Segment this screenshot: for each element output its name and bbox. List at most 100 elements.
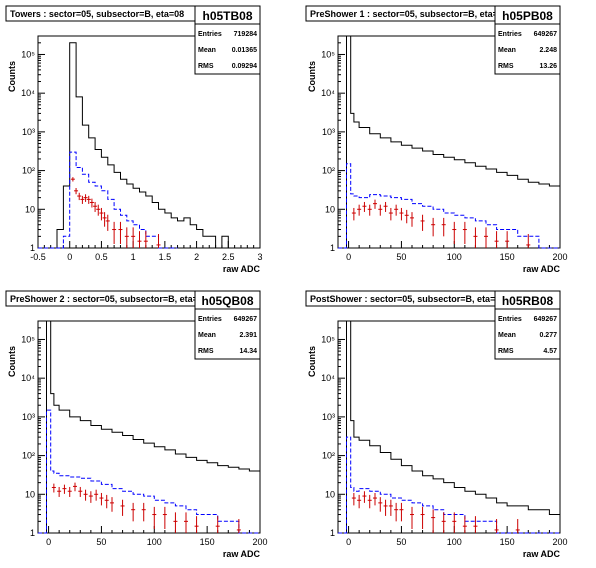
stats-label: RMS [198, 63, 214, 70]
y-tick-label: 10³ [322, 127, 335, 137]
x-tick-label: 0.5 [95, 252, 108, 262]
y-tick-label: 10 [325, 204, 335, 214]
y-axis-label: Counts [7, 61, 17, 92]
stats-label: Entries [498, 316, 522, 323]
y-tick-label: 1 [30, 528, 35, 538]
x-tick-label: 1 [131, 252, 136, 262]
y-tick-label: 10² [322, 166, 335, 176]
stats-value: 13.26 [539, 63, 557, 70]
plot-frame [37, 320, 261, 534]
dashed-histogram-line [38, 409, 260, 534]
histogram-title: PostShower : sector=05, subsector=B, eta… [310, 294, 505, 304]
y-tick-label: 10⁴ [21, 373, 35, 383]
x-tick-label: 100 [447, 252, 462, 262]
stats-box [494, 23, 561, 75]
y-axis-label: Counts [7, 346, 17, 377]
histogram-name: h05QB08 [201, 294, 253, 308]
solid-histogram-line [338, 35, 560, 249]
x-tick-label: 50 [396, 537, 406, 547]
y-tick-label: 1 [30, 243, 35, 253]
x-tick-label: -0.5 [30, 252, 46, 262]
x-tick-label: 150 [500, 537, 515, 547]
dashed-histogram-line [38, 151, 178, 249]
x-tick-label: 0 [46, 537, 51, 547]
stats-value: 649267 [534, 31, 557, 38]
histogram-panel: 0 50 100 150 200 1 10 10² 10³ 10⁴ 10⁵ PostShower : … [305, 290, 568, 559]
stats-value: 0.01365 [232, 47, 257, 54]
stats-label: Mean [498, 47, 516, 54]
histogram-name: h05TB08 [202, 9, 252, 23]
x-tick-label: 50 [396, 252, 406, 262]
y-tick-label: 10 [325, 489, 335, 499]
y-tick-label: 10³ [22, 412, 35, 422]
x-tick-label: 150 [200, 537, 215, 547]
y-axis-label: Counts [307, 61, 317, 92]
stats-label: RMS [498, 348, 514, 355]
dashed-histogram-line [338, 163, 560, 249]
y-tick-label: 10⁵ [21, 49, 35, 59]
stats-label: Entries [498, 31, 522, 38]
y-tick-label: 10 [25, 489, 35, 499]
histogram-panel: 0 50 100 150 200 1 10 10² 10³ 10⁴ 10⁵ PreShower 1 :… [305, 5, 568, 274]
stats-box [194, 23, 261, 75]
x-tick-label: 200 [552, 252, 567, 262]
x-axis-label: raw ADC [223, 549, 261, 559]
y-tick-label: 1 [330, 528, 335, 538]
x-tick-label: 2 [194, 252, 199, 262]
histogram-panel: 0 50 100 150 200 1 10 10² 10³ 10⁴ 10⁵ PreShower 2 :… [5, 290, 268, 559]
stats-value: 0.09294 [232, 63, 257, 70]
x-tick-label: 100 [147, 537, 162, 547]
plot-frame [37, 35, 261, 249]
plot-frame [337, 35, 561, 249]
stats-value: 649267 [234, 316, 257, 323]
stats-value: 14.34 [239, 348, 257, 355]
stats-label: Entries [198, 316, 222, 323]
x-tick-label: 3 [257, 252, 262, 262]
x-axis-label: raw ADC [523, 264, 561, 274]
y-tick-label: 10⁵ [321, 334, 335, 344]
x-tick-label: 50 [96, 537, 106, 547]
y-tick-label: 10⁴ [21, 88, 35, 98]
x-tick-label: 200 [252, 537, 267, 547]
y-tick-label: 10³ [22, 127, 35, 137]
solid-histogram-line [338, 320, 560, 534]
stats-label: RMS [498, 63, 514, 70]
histogram-title: PreShower 2 : sector=05, subsector=B, et… [10, 294, 208, 304]
y-tick-label: 1 [330, 243, 335, 253]
x-tick-label: 0 [67, 252, 72, 262]
histogram-name: h05PB08 [502, 9, 553, 23]
y-tick-label: 10³ [322, 412, 335, 422]
y-axis-label: Counts [307, 346, 317, 377]
stats-box [494, 308, 561, 360]
stats-label: RMS [198, 348, 214, 355]
x-tick-label: 150 [500, 252, 515, 262]
y-tick-label: 10² [322, 451, 335, 461]
x-tick-label: 0 [346, 537, 351, 547]
dashed-histogram-line [338, 436, 560, 534]
y-tick-label: 10 [25, 204, 35, 214]
histogram-title: PreShower 1 : sector=05, subsector=B, et… [310, 9, 508, 19]
y-tick-label: 10² [22, 166, 35, 176]
y-tick-label: 10⁵ [21, 334, 35, 344]
stats-value: 0.277 [539, 332, 557, 339]
solid-histogram-line [38, 42, 260, 249]
y-tick-label: 10⁵ [321, 49, 335, 59]
x-tick-label: 200 [552, 537, 567, 547]
x-axis-label: raw ADC [523, 549, 561, 559]
stats-value: 719284 [234, 31, 257, 38]
y-tick-label: 10⁴ [321, 88, 335, 98]
plot-frame [337, 320, 561, 534]
stats-label: Mean [198, 47, 216, 54]
solid-histogram-line [38, 320, 260, 534]
x-tick-label: 100 [447, 537, 462, 547]
x-tick-label: 2.5 [222, 252, 235, 262]
x-tick-label: 1.5 [159, 252, 172, 262]
stats-label: Mean [198, 332, 216, 339]
y-tick-label: 10⁴ [321, 373, 335, 383]
stats-label: Entries [198, 31, 222, 38]
stats-value: 2.391 [239, 332, 257, 339]
stats-box [194, 308, 261, 360]
x-tick-label: 0 [346, 252, 351, 262]
stats-value: 2.248 [539, 47, 557, 54]
